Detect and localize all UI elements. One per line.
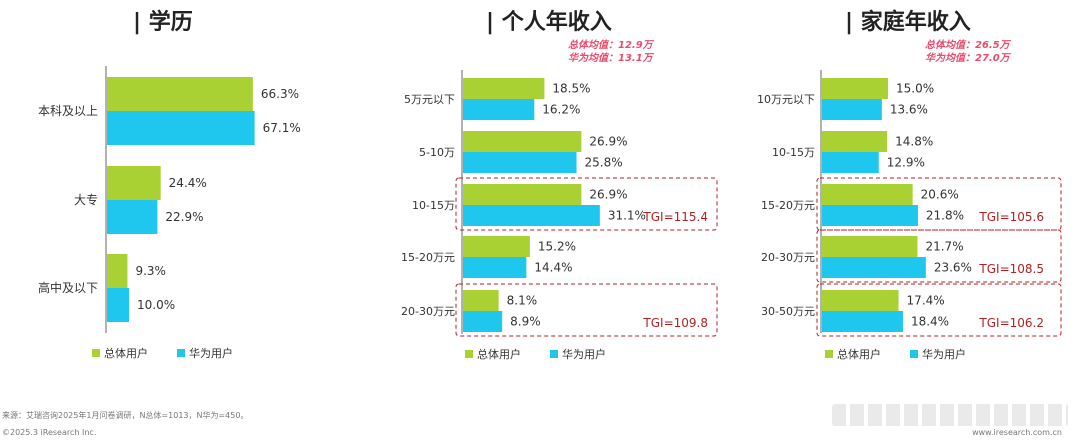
legend-swatch-overall <box>825 350 833 358</box>
bar-overall <box>822 184 913 205</box>
panel-title-household-income: | 家庭年收入 <box>845 10 971 35</box>
category-label: 5-10万 <box>419 146 455 159</box>
bar-overall <box>822 236 918 257</box>
bar-huawei <box>107 111 255 145</box>
bar-huawei <box>463 257 527 278</box>
bar-huawei <box>107 200 158 234</box>
data-label: 15.0% <box>896 82 934 96</box>
bar-overall <box>107 77 253 111</box>
legend-swatch-overall <box>92 349 100 357</box>
category-label: 大专 <box>74 192 98 207</box>
bar-huawei <box>822 152 879 173</box>
category-label: 15-20万元 <box>401 251 455 264</box>
bar-overall <box>107 166 161 200</box>
data-label: 67.1% <box>263 121 301 135</box>
data-label: 24.4% <box>169 176 207 190</box>
legend-label-huawei: 华为用户 <box>922 347 966 361</box>
legend-swatch-huawei <box>550 350 558 358</box>
data-label: 20.6% <box>921 188 959 202</box>
bar-huawei <box>463 205 600 226</box>
bar-overall <box>822 290 899 311</box>
copyright: ©2025.3 iResearch Inc. <box>2 428 97 437</box>
data-label: 21.8% <box>926 209 964 223</box>
data-label: 23.6% <box>934 261 972 275</box>
tgi-highlight-box <box>455 283 718 337</box>
data-label: 9.3% <box>135 264 166 278</box>
bar-overall <box>822 131 888 152</box>
bar-huawei <box>107 288 129 322</box>
bar-huawei <box>822 311 903 332</box>
data-label: 25.8% <box>585 156 623 170</box>
tgi-highlight-box <box>455 177 718 231</box>
bar-overall <box>822 78 888 99</box>
data-label: 14.4% <box>534 261 572 275</box>
legend-label-overall: 总体用户 <box>104 346 148 360</box>
tgi-label: TGI=106.2 <box>978 316 1044 330</box>
website-url: www.iresearch.com.cn <box>972 428 1062 437</box>
source-note: 来源：艾瑞咨询2025年1月问卷调研，N总体=1013，N华为=450。 <box>2 411 249 420</box>
data-label: 18.4% <box>911 315 949 329</box>
data-label: 13.6% <box>890 103 928 117</box>
data-label: 10.0% <box>137 298 175 312</box>
average-note: 华为均值：27.0万 <box>925 52 1012 64</box>
data-label: 22.9% <box>165 210 203 224</box>
panel-title-personal-income: | 个人年收入 <box>486 10 612 35</box>
category-label: 10-15万 <box>772 146 815 159</box>
legend-label-overall: 总体用户 <box>837 347 881 361</box>
tgi-label: TGI=108.5 <box>978 262 1044 276</box>
bar-overall <box>463 236 530 257</box>
legend-swatch-huawei <box>177 349 185 357</box>
legend-swatch-huawei <box>910 350 918 358</box>
category-label: 5万元以下 <box>404 93 455 106</box>
watermark-logo <box>832 404 1068 426</box>
panel-title-education: | 学历 <box>133 10 193 35</box>
legend-swatch-overall <box>465 350 473 358</box>
data-label: 8.1% <box>507 294 538 308</box>
tgi-label: TGI=109.8 <box>642 316 708 330</box>
category-label: 20-30万元 <box>401 305 455 318</box>
bar-huawei <box>822 99 882 120</box>
data-label: 21.7% <box>925 240 963 254</box>
legend-label-huawei: 华为用户 <box>189 346 233 360</box>
tgi-highlight-box <box>816 229 1062 283</box>
data-label: 14.8% <box>895 135 933 149</box>
data-label: 26.9% <box>589 135 627 149</box>
average-note: 总体均值：26.5万 <box>925 39 1012 51</box>
legend-label-huawei: 华为用户 <box>562 347 606 361</box>
bar-huawei <box>463 152 577 173</box>
tgi-highlight-box <box>816 283 1062 337</box>
data-label: 12.9% <box>887 156 925 170</box>
bar-overall <box>107 254 128 288</box>
tgi-label: TGI=115.4 <box>642 210 708 224</box>
bar-huawei <box>463 99 535 120</box>
bar-huawei <box>463 311 503 332</box>
data-label: 8.9% <box>510 315 541 329</box>
bar-overall <box>463 290 499 311</box>
average-note: 华为均值：13.1万 <box>568 52 655 64</box>
average-note: 总体均值：12.9万 <box>568 39 655 51</box>
data-label: 18.5% <box>552 82 590 96</box>
legend-label-overall: 总体用户 <box>477 347 521 361</box>
category-label: 30-50万元 <box>761 305 815 318</box>
tgi-highlight-box <box>816 177 1062 231</box>
bar-overall <box>463 131 582 152</box>
data-label: 31.1% <box>608 209 646 223</box>
category-label: 高中及以下 <box>38 280 98 295</box>
bar-huawei <box>822 205 918 226</box>
data-label: 26.9% <box>589 188 627 202</box>
category-label: 本科及以上 <box>38 104 98 118</box>
bar-overall <box>463 78 545 99</box>
data-label: 17.4% <box>907 294 945 308</box>
data-label: 66.3% <box>261 87 299 101</box>
category-label: 10-15万 <box>412 199 455 212</box>
tgi-label: TGI=105.6 <box>978 210 1044 224</box>
data-label: 15.2% <box>538 240 576 254</box>
category-label: 20-30万元 <box>761 251 815 264</box>
category-label: 15-20万元 <box>761 199 815 212</box>
bar-huawei <box>822 257 926 278</box>
bar-overall <box>463 184 582 205</box>
data-label: 16.2% <box>542 103 580 117</box>
category-label: 10万元以下 <box>757 93 815 106</box>
